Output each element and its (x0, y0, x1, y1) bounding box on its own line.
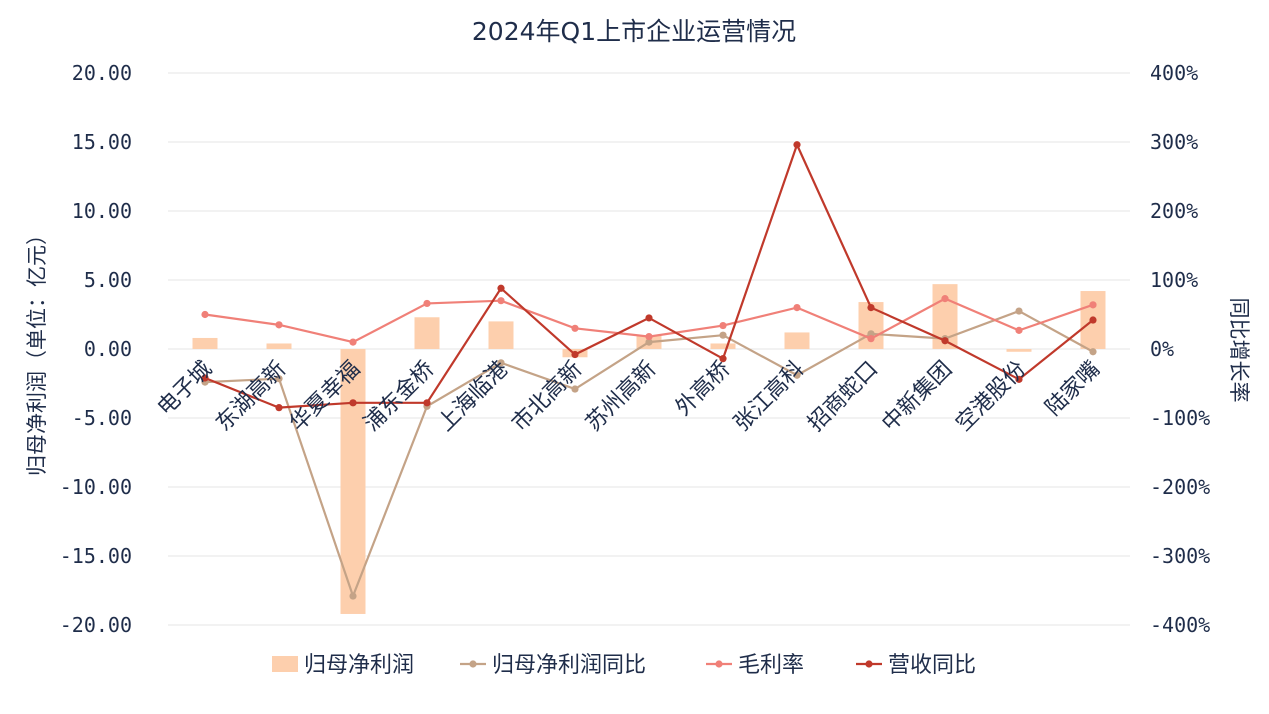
series-point (719, 321, 727, 330)
left-tick-label: -5.00 (72, 406, 132, 430)
category-label: 中新集团 (877, 357, 957, 437)
bar-外高桥 (710, 343, 736, 349)
series-point (793, 141, 801, 149)
series-point (1089, 348, 1097, 356)
category-label: 张江高科 (729, 357, 809, 437)
series-point (719, 331, 727, 339)
series-point (867, 335, 875, 343)
left-axis-ticks: 20.00 15.00 10.00 5.00 0.00 -5.00 -10.00 -15.00… (60, 61, 132, 637)
left-tick-label: -20.00 (60, 613, 132, 637)
series-point (201, 374, 209, 382)
series-point (275, 375, 283, 383)
series-point (497, 284, 505, 292)
right-tick-label: 400% (1150, 61, 1198, 85)
category-label: 招商蛇口 (803, 357, 883, 437)
left-tick-label: -15.00 (60, 544, 132, 568)
legend-marker (469, 660, 477, 668)
series-point (1015, 307, 1023, 315)
bar-浦东金桥 (414, 317, 440, 349)
right-tick-label: -200% (1150, 475, 1210, 499)
series-point (645, 314, 653, 322)
series-point (719, 355, 727, 363)
legend-label: 毛利率 (738, 653, 804, 678)
legend-marker (715, 660, 723, 668)
bar-上海临港 (488, 321, 514, 349)
series-point (645, 338, 653, 346)
series-point (793, 371, 801, 379)
series-point (1089, 316, 1097, 324)
legend: 归母净利润 归母净利润同比 毛利率 营收同比 (272, 653, 976, 678)
legend-label: 归母净利润同比 (492, 653, 646, 678)
right-axis-title: 同比增长率 (1227, 298, 1251, 403)
category-label: 电子城 (153, 357, 217, 421)
series-point (1015, 326, 1023, 334)
legend-item: 毛利率 (706, 653, 804, 678)
series-point (571, 324, 579, 332)
left-tick-label: 5.00 (84, 268, 132, 292)
category-label: 浦东金桥 (359, 357, 439, 437)
series-line (204, 309, 1094, 600)
line-series-3 (201, 141, 1097, 412)
left-tick-label: 20.00 (72, 61, 132, 85)
right-axis-ticks: 400% 300% 200% 100% 0% -100% -200% -300% -400% (1150, 61, 1210, 637)
series-point (349, 592, 357, 600)
series-point (941, 295, 949, 303)
category-label: 东湖高新 (211, 357, 291, 437)
legend-marker (865, 660, 873, 668)
left-tick-label: -10.00 (60, 475, 132, 499)
legend-label: 归母净利润 (304, 653, 414, 678)
category-label: 空港股份 (951, 357, 1031, 437)
legend-item: 归母净利润 (272, 653, 414, 678)
line-series (201, 141, 1097, 600)
right-tick-label: 100% (1150, 268, 1198, 292)
right-tick-label: 300% (1150, 130, 1198, 154)
series-point (1015, 375, 1023, 383)
series-point (497, 359, 505, 367)
series-point (423, 399, 431, 407)
series-point (645, 332, 653, 341)
legend-item: 归母净利润同比 (460, 653, 646, 678)
series-point (349, 338, 357, 346)
series-point (1089, 301, 1097, 309)
series-point (497, 297, 505, 305)
chart-title: 2024年Q1上市企业运营情况 (472, 17, 796, 46)
bar-东湖高新 (266, 343, 292, 349)
right-tick-label: -300% (1150, 544, 1210, 568)
series-point (867, 304, 875, 312)
left-tick-label: 15.00 (72, 130, 132, 154)
bar-张江高科 (784, 332, 810, 349)
series-point (423, 299, 431, 308)
legend-label: 营收同比 (888, 653, 976, 678)
right-tick-label: 200% (1150, 199, 1198, 223)
series-point (793, 304, 801, 312)
series-point (275, 404, 283, 412)
series-point (275, 321, 283, 329)
series-point (571, 385, 579, 393)
right-tick-label: 0% (1150, 337, 1174, 361)
bar-空港股份 (1006, 349, 1032, 352)
series-point (201, 310, 209, 319)
legend-item: 营收同比 (856, 653, 976, 678)
bar-电子城 (192, 337, 218, 349)
series-point (941, 337, 949, 345)
category-label: 陆家嘴 (1041, 357, 1105, 421)
right-tick-label: -100% (1150, 406, 1210, 430)
series-point (349, 399, 357, 407)
legend-swatch (272, 656, 298, 672)
line-series-2 (201, 295, 1097, 346)
left-axis-title: 归母净利润（单位：亿元） (25, 224, 49, 476)
left-tick-label: 10.00 (72, 199, 132, 223)
left-tick-label: 0.00 (84, 337, 132, 361)
right-tick-label: -400% (1150, 613, 1210, 637)
series-point (571, 350, 579, 359)
category-label: 外高桥 (671, 357, 735, 421)
category-label: 苏州高新 (581, 357, 661, 437)
